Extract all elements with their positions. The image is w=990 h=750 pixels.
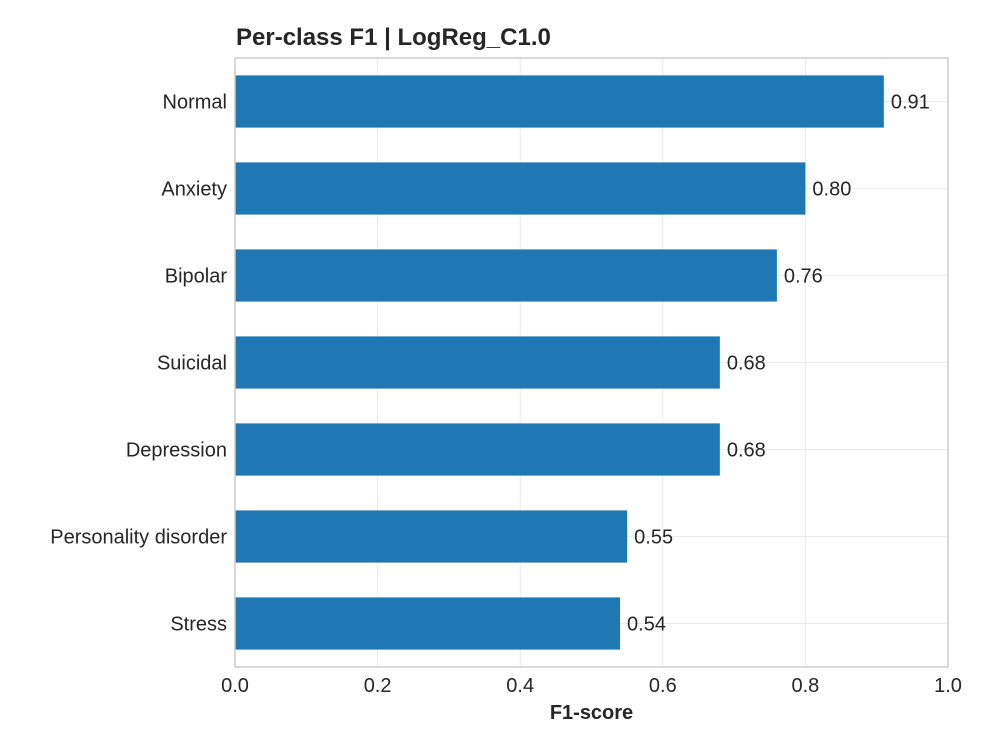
value-label: 0.80 (812, 179, 851, 201)
x-axis-label: F1-score (550, 702, 633, 724)
bar (235, 162, 806, 215)
category-label: Stress (170, 614, 227, 636)
bar (235, 75, 884, 128)
value-label: 0.68 (727, 353, 766, 375)
value-label: 0.68 (727, 440, 766, 462)
value-label: 0.54 (627, 614, 666, 636)
x-tick-label: 0.0 (221, 675, 249, 697)
category-label: Anxiety (161, 179, 227, 201)
category-labels: Normal Anxiety Bipolar Suicidal Depression Pe… (50, 92, 227, 636)
bar (235, 510, 628, 563)
value-label: 0.76 (784, 266, 823, 288)
value-label: 0.91 (891, 92, 930, 114)
category-label: Personality disorder (50, 527, 227, 549)
chart-title: Per-class F1 | LogReg_C1.0 (236, 24, 551, 51)
category-label: Suicidal (157, 353, 227, 375)
x-tick-label: 1.0 (934, 675, 962, 697)
x-tick-label: 0.4 (506, 675, 534, 697)
category-label: Bipolar (165, 266, 228, 288)
category-label: Normal (163, 92, 227, 114)
value-labels: 0.91 0.80 0.76 0.68 0.68 0.55 0.54 (627, 92, 930, 636)
x-tick-label: 0.2 (364, 675, 392, 697)
bar (235, 336, 720, 389)
bar (235, 597, 621, 650)
bar (235, 423, 720, 476)
plot-frame (234, 57, 949, 668)
value-label: 0.55 (634, 527, 673, 549)
x-tick-label: 0.8 (791, 675, 819, 697)
x-tick-labels: 0.0 0.2 0.4 0.6 0.8 1.0 (221, 675, 962, 697)
category-label: Depression (126, 440, 227, 462)
x-tick-label: 0.6 (649, 675, 677, 697)
bar (235, 249, 777, 302)
bars (235, 75, 884, 650)
